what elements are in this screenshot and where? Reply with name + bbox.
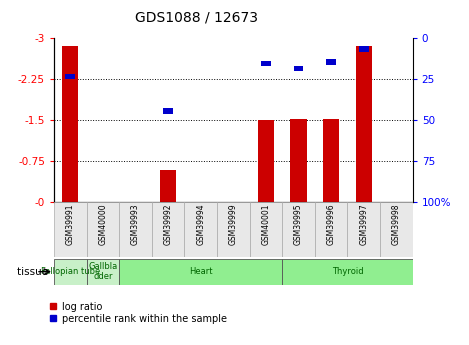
Bar	[163, 108, 173, 114]
Text: GSM40000: GSM40000	[98, 204, 107, 245]
Text: Fallopian tube: Fallopian tube	[41, 267, 100, 276]
Text: GDS1088 / 12673: GDS1088 / 12673	[136, 10, 258, 24]
Bar	[323, 119, 340, 202]
Bar	[54, 202, 87, 257]
Text: Gallbla
dder: Gallbla dder	[88, 262, 118, 282]
Bar	[119, 259, 282, 285]
Text: GSM39991: GSM39991	[66, 204, 75, 245]
Bar	[87, 259, 119, 285]
Bar	[261, 61, 271, 66]
Bar	[356, 46, 372, 202]
Bar	[326, 59, 336, 65]
Text: GSM39993: GSM39993	[131, 204, 140, 245]
Bar	[250, 202, 282, 257]
Bar	[217, 202, 250, 257]
Text: GSM39999: GSM39999	[229, 204, 238, 245]
Bar	[184, 202, 217, 257]
Bar	[315, 202, 348, 257]
Bar	[290, 119, 307, 202]
Bar	[54, 259, 87, 285]
Bar	[258, 120, 274, 202]
Bar	[119, 202, 152, 257]
Text: GSM39998: GSM39998	[392, 204, 401, 245]
Bar	[294, 66, 303, 71]
Text: GSM39996: GSM39996	[327, 204, 336, 245]
Bar	[62, 46, 78, 202]
Text: tissue: tissue	[17, 267, 52, 277]
Text: Heart: Heart	[189, 267, 212, 276]
Bar	[87, 202, 119, 257]
Bar	[160, 170, 176, 202]
Legend: log ratio, percentile rank within the sample: log ratio, percentile rank within the sa…	[49, 302, 227, 324]
Bar	[282, 202, 315, 257]
Bar	[359, 46, 369, 52]
Bar	[348, 202, 380, 257]
Bar	[380, 202, 413, 257]
Bar	[282, 259, 413, 285]
Text: Thyroid: Thyroid	[332, 267, 363, 276]
Text: GSM39995: GSM39995	[294, 204, 303, 245]
Bar	[152, 202, 184, 257]
Text: GSM39997: GSM39997	[359, 204, 368, 245]
Bar	[65, 74, 75, 79]
Text: GSM39994: GSM39994	[196, 204, 205, 245]
Text: GSM39992: GSM39992	[164, 204, 173, 245]
Text: GSM40001: GSM40001	[261, 204, 271, 245]
